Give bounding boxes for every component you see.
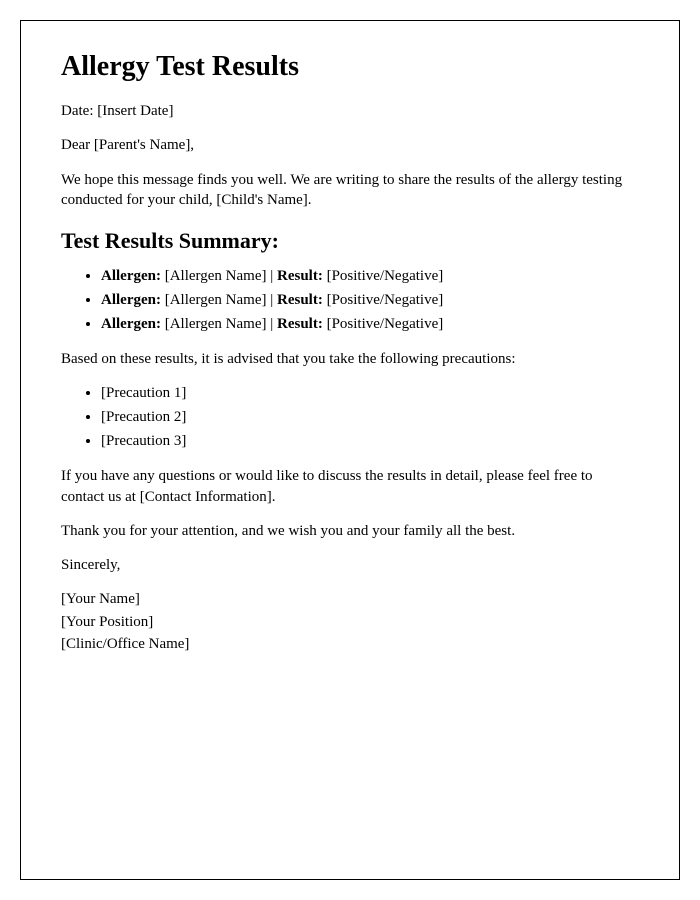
allergen-value: [Allergen Name] | <box>161 268 277 284</box>
precautions-intro: Based on these results, it is advised th… <box>61 349 639 369</box>
summary-heading: Test Results Summary: <box>61 228 639 254</box>
result-item: Allergen: [Allergen Name] | Result: [Pos… <box>101 266 639 287</box>
precaution-item: [Precaution 3] <box>101 431 639 452</box>
results-list: Allergen: [Allergen Name] | Result: [Pos… <box>61 266 639 335</box>
result-value: [Positive/Negative] <box>323 316 443 332</box>
date-label: Date: <box>61 103 97 119</box>
result-item: Allergen: [Allergen Name] | Result: [Pos… <box>101 314 639 335</box>
page-title: Allergy Test Results <box>61 51 639 83</box>
result-item: Allergen: [Allergen Name] | Result: [Pos… <box>101 290 639 311</box>
signature-block: [Your Name] [Your Position] [Clinic/Offi… <box>61 589 639 654</box>
precautions-list: [Precaution 1] [Precaution 2] [Precautio… <box>61 383 639 452</box>
document-container: Allergy Test Results Date: [Insert Date]… <box>20 20 680 880</box>
thanks-paragraph: Thank you for your attention, and we wis… <box>61 521 639 541</box>
result-label: Result: <box>277 316 323 332</box>
result-value: [Positive/Negative] <box>323 292 443 308</box>
intro-paragraph: We hope this message finds you well. We … <box>61 170 639 211</box>
closing: Sincerely, <box>61 555 639 575</box>
date-line: Date: [Insert Date] <box>61 101 639 121</box>
date-value: [Insert Date] <box>97 103 173 119</box>
contact-paragraph: If you have any questions or would like … <box>61 466 639 507</box>
result-label: Result: <box>277 268 323 284</box>
signature-position: [Your Position] <box>61 612 639 632</box>
signature-name: [Your Name] <box>61 589 639 609</box>
allergen-value: [Allergen Name] | <box>161 292 277 308</box>
allergen-value: [Allergen Name] | <box>161 316 277 332</box>
allergen-label: Allergen: <box>101 316 161 332</box>
allergen-label: Allergen: <box>101 268 161 284</box>
precaution-item: [Precaution 1] <box>101 383 639 404</box>
result-label: Result: <box>277 292 323 308</box>
allergen-label: Allergen: <box>101 292 161 308</box>
salutation: Dear [Parent's Name], <box>61 135 639 155</box>
result-value: [Positive/Negative] <box>323 268 443 284</box>
precaution-item: [Precaution 2] <box>101 407 639 428</box>
signature-clinic: [Clinic/Office Name] <box>61 634 639 654</box>
